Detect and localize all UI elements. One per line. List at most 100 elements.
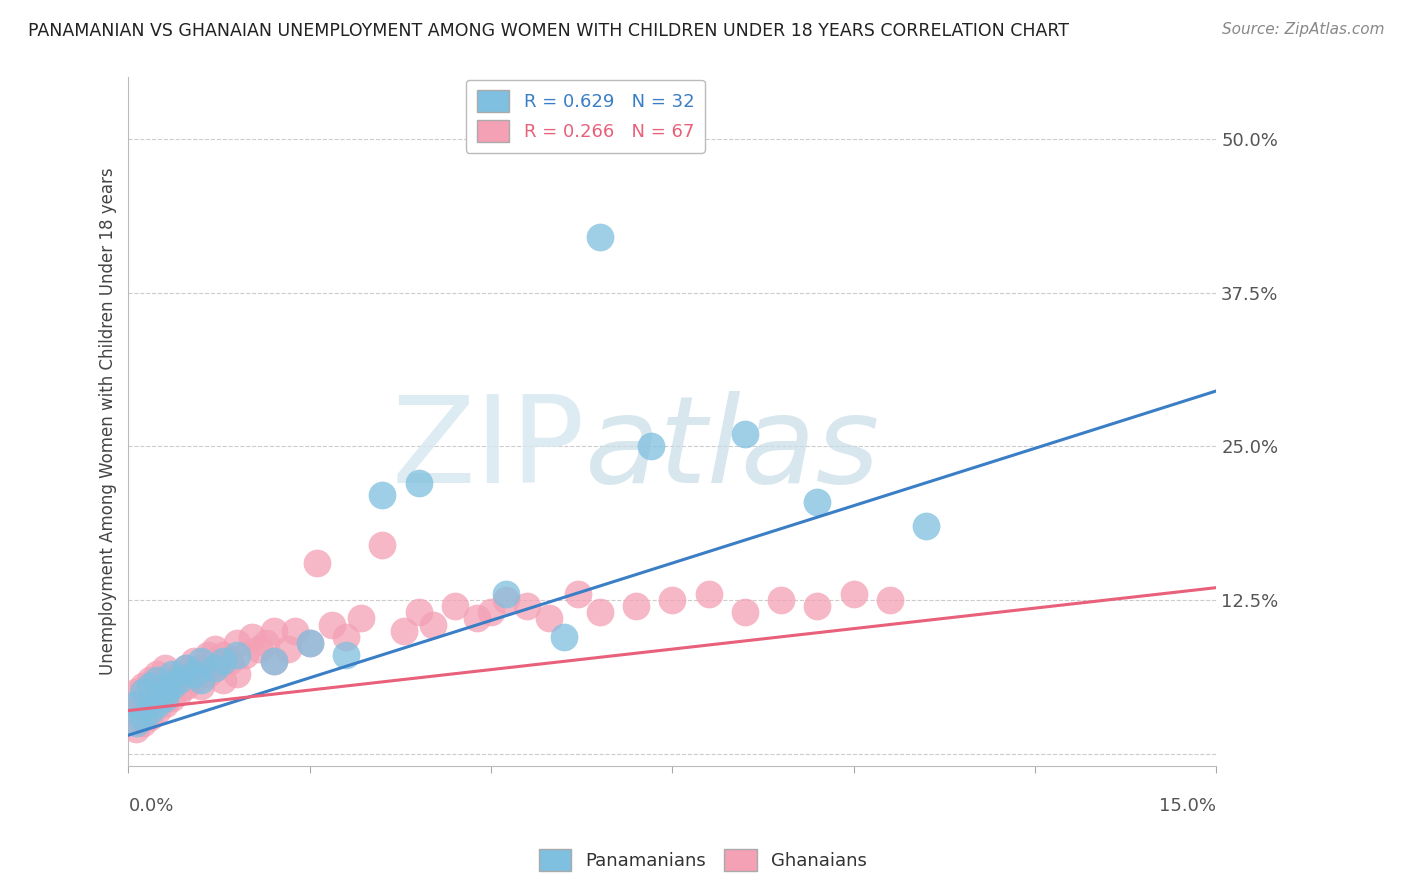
Point [139, 673, 162, 687]
Point [842, 587, 865, 601]
Point [263, 624, 285, 638]
Point [640, 439, 662, 453]
Point [226, 648, 249, 663]
Legend: Panamanians, Ghanaians: Panamanians, Ghanaians [531, 842, 875, 879]
Point [176, 660, 198, 674]
Point [167, 666, 190, 681]
Point [146, 685, 169, 699]
Point [589, 605, 612, 619]
Y-axis label: Unemployment Among Women with Children Under 18 years: Unemployment Among Women with Children U… [100, 168, 117, 675]
Point [806, 494, 828, 508]
Point [125, 722, 148, 736]
Point [211, 673, 233, 687]
Point [495, 587, 517, 601]
Point [160, 679, 183, 693]
Point [254, 636, 277, 650]
Point [392, 624, 415, 638]
Point [806, 599, 828, 613]
Legend: R = 0.629   N = 32, R = 0.266   N = 67: R = 0.629 N = 32, R = 0.266 N = 67 [465, 79, 704, 153]
Point [139, 709, 162, 723]
Point [183, 654, 205, 668]
Point [661, 593, 683, 607]
Point [132, 679, 155, 693]
Point [298, 636, 321, 650]
Point [734, 427, 756, 442]
Text: PANAMANIAN VS GHANAIAN UNEMPLOYMENT AMONG WOMEN WITH CHILDREN UNDER 18 YEARS COR: PANAMANIAN VS GHANAIAN UNEMPLOYMENT AMON… [28, 22, 1069, 40]
Point [443, 599, 465, 613]
Point [167, 673, 190, 687]
Text: 0.0%: 0.0% [128, 797, 174, 814]
Point [422, 617, 444, 632]
Point [553, 630, 575, 644]
Point [219, 654, 242, 668]
Point [277, 642, 299, 657]
Point [132, 685, 155, 699]
Text: atlas: atlas [585, 391, 880, 508]
Point [132, 715, 155, 730]
Point [139, 704, 162, 718]
Point [879, 593, 901, 607]
Point [125, 698, 148, 712]
Point [408, 605, 430, 619]
Point [371, 488, 394, 502]
Point [204, 642, 226, 657]
Point [567, 587, 589, 601]
Point [734, 605, 756, 619]
Point [240, 630, 263, 644]
Text: ZIP: ZIP [392, 391, 585, 508]
Point [190, 660, 212, 674]
Point [183, 673, 205, 687]
Point [298, 636, 321, 650]
Point [211, 648, 233, 663]
Point [153, 685, 176, 699]
Point [146, 666, 169, 681]
Point [139, 679, 162, 693]
Text: Source: ZipAtlas.com: Source: ZipAtlas.com [1222, 22, 1385, 37]
Point [146, 673, 169, 687]
Point [263, 654, 285, 668]
Point [153, 679, 176, 693]
Point [233, 648, 256, 663]
Point [284, 624, 307, 638]
Point [167, 685, 190, 699]
Point [697, 587, 720, 601]
Point [321, 617, 343, 632]
Point [335, 630, 357, 644]
Point [408, 476, 430, 491]
Point [770, 593, 793, 607]
Point [146, 698, 169, 712]
Point [211, 654, 233, 668]
Point [197, 648, 219, 663]
Point [153, 698, 176, 712]
Point [190, 654, 212, 668]
Point [624, 599, 647, 613]
Point [160, 666, 183, 681]
Point [516, 599, 538, 613]
Point [589, 230, 612, 244]
Point [125, 715, 148, 730]
Point [371, 538, 394, 552]
Point [263, 654, 285, 668]
Point [183, 666, 205, 681]
Point [176, 679, 198, 693]
Point [197, 666, 219, 681]
Point [915, 519, 938, 533]
Point [204, 660, 226, 674]
Point [153, 691, 176, 706]
Point [226, 636, 249, 650]
Point [495, 593, 517, 607]
Point [176, 660, 198, 674]
Point [139, 691, 162, 706]
Point [190, 679, 212, 693]
Point [125, 685, 148, 699]
Point [132, 709, 155, 723]
Point [190, 673, 212, 687]
Point [160, 673, 183, 687]
Point [204, 660, 226, 674]
Point [349, 611, 371, 625]
Point [247, 642, 270, 657]
Text: 15.0%: 15.0% [1160, 797, 1216, 814]
Point [125, 704, 148, 718]
Point [305, 556, 328, 570]
Point [132, 698, 155, 712]
